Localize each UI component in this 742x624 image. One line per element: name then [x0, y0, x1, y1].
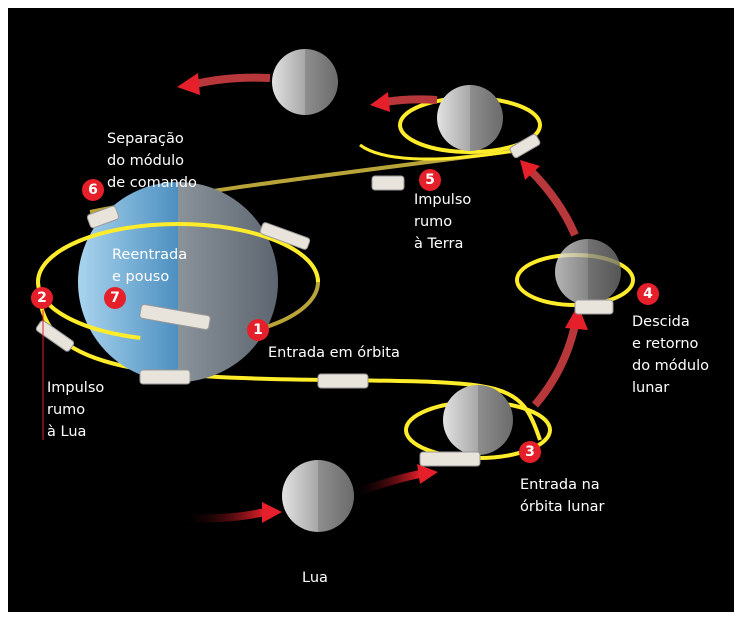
arrows [177, 73, 588, 523]
step-number: 7 [110, 290, 120, 306]
step-number: 2 [37, 290, 47, 306]
step-label: à Terra [414, 236, 463, 252]
moon [272, 49, 338, 115]
step-number: 6 [88, 182, 98, 198]
moon [555, 239, 621, 305]
step-label: lunar [632, 380, 669, 396]
step-label: Reentrada [112, 247, 187, 263]
step-label: rumo [47, 402, 85, 418]
spacecraft [35, 133, 614, 467]
step-label: do módulo [632, 358, 709, 374]
step-label: Entrada em órbita [268, 345, 400, 361]
step-number: 5 [425, 172, 435, 188]
moon [437, 85, 503, 151]
step-label: de comando [107, 175, 197, 191]
step-label: e retorno [632, 336, 699, 352]
step-label: à Lua [47, 424, 86, 440]
step-label: Impulso [47, 380, 104, 396]
step-label: Impulso [414, 192, 471, 208]
step-label: Descida [632, 314, 690, 330]
badges: 1 2 3 4 5 6 7 [31, 169, 659, 463]
labels: Entrada em órbita Impulso rumo à Lua Entrada… [47, 131, 709, 515]
moon-label: Lua [302, 570, 328, 586]
orbit-front [36, 222, 320, 342]
moon [282, 460, 354, 532]
step-label: do módulo [107, 153, 184, 169]
step-number: 4 [643, 286, 653, 302]
step-number: 3 [525, 444, 535, 460]
step-label: órbita lunar [520, 499, 605, 515]
step-label: Entrada na [520, 477, 600, 493]
step-label: e pouso [112, 269, 169, 285]
step-label: Separação [107, 131, 184, 147]
step-number: 1 [253, 322, 263, 338]
moon [443, 385, 513, 455]
earth [78, 182, 278, 382]
step-label: rumo [414, 214, 452, 230]
